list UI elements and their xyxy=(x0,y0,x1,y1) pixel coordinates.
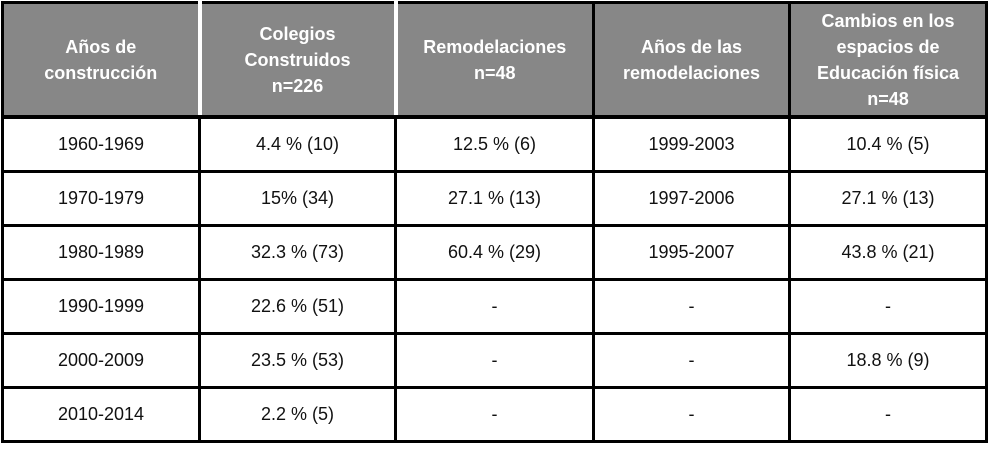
cell-anos-remodelaciones: 1999-2003 xyxy=(592,115,791,173)
table-row: 1970-1979 15% (34) 27.1 % (13) 1997-2006… xyxy=(1,170,988,227)
construction-remodel-table: Años de construcción Colegios Construido… xyxy=(1,1,988,443)
header-cell-colegios-construidos: Colegios Construidos n=226 xyxy=(197,2,396,119)
table-row: 2000-2009 23.5 % (53) - - 18.8 % (9) xyxy=(1,332,988,389)
cell-remodelaciones: - xyxy=(394,278,595,335)
cell-anos-remodelaciones: - xyxy=(592,332,791,389)
cell-colegios-construidos: 4.4 % (10) xyxy=(198,115,397,173)
cell-cambios-educacion-fisica: 10.4 % (5) xyxy=(788,115,988,173)
cell-cambios-educacion-fisica: - xyxy=(788,386,988,443)
cell-colegios-construidos: 15% (34) xyxy=(198,170,397,227)
cell-remodelaciones: 60.4 % (29) xyxy=(394,224,595,281)
cell-cambios-educacion-fisica: 43.8 % (21) xyxy=(788,224,988,281)
cell-remodelaciones: 27.1 % (13) xyxy=(394,170,595,227)
cell-periodo: 2010-2014 xyxy=(1,386,201,443)
header-cell-remodelaciones: Remodelaciones n=48 xyxy=(393,2,594,119)
cell-colegios-construidos: 32.3 % (73) xyxy=(198,224,397,281)
cell-anos-remodelaciones: 1997-2006 xyxy=(592,170,791,227)
table-row: 1960-1969 4.4 % (10) 12.5 % (6) 1999-200… xyxy=(1,115,988,173)
table-row: 2010-2014 2.2 % (5) - - - xyxy=(1,386,988,443)
header-cell-anos-construccion: Años de construcción xyxy=(2,2,200,119)
cell-cambios-educacion-fisica: - xyxy=(788,278,988,335)
cell-cambios-educacion-fisica: 18.8 % (9) xyxy=(788,332,988,389)
cell-remodelaciones: - xyxy=(394,386,595,443)
cell-anos-remodelaciones: 1995-2007 xyxy=(592,224,791,281)
cell-colegios-construidos: 23.5 % (53) xyxy=(198,332,397,389)
cell-remodelaciones: 12.5 % (6) xyxy=(394,115,595,173)
table-row: 1980-1989 32.3 % (73) 60.4 % (29) 1995-2… xyxy=(1,224,988,281)
cell-periodo: 1960-1969 xyxy=(1,115,201,173)
cell-colegios-construidos: 22.6 % (51) xyxy=(198,278,397,335)
cell-periodo: 1990-1999 xyxy=(1,278,201,335)
cell-anos-remodelaciones: - xyxy=(592,278,791,335)
cell-remodelaciones: - xyxy=(394,332,595,389)
cell-periodo: 1980-1989 xyxy=(1,224,201,281)
cell-periodo: 2000-2009 xyxy=(1,332,201,389)
header-row: Años de construcción Colegios Construido… xyxy=(2,2,987,119)
cell-periodo: 1970-1979 xyxy=(1,170,201,227)
cell-colegios-construidos: 2.2 % (5) xyxy=(198,386,397,443)
header-cell-cambios-educacion-fisica: Cambios en los espacios de Educación fís… xyxy=(788,2,987,119)
table-row: 1990-1999 22.6 % (51) - - - xyxy=(1,278,988,335)
cell-anos-remodelaciones: - xyxy=(592,386,791,443)
header-cell-anos-remodelaciones: Años de las remodelaciones xyxy=(592,2,790,119)
cell-cambios-educacion-fisica: 27.1 % (13) xyxy=(788,170,988,227)
